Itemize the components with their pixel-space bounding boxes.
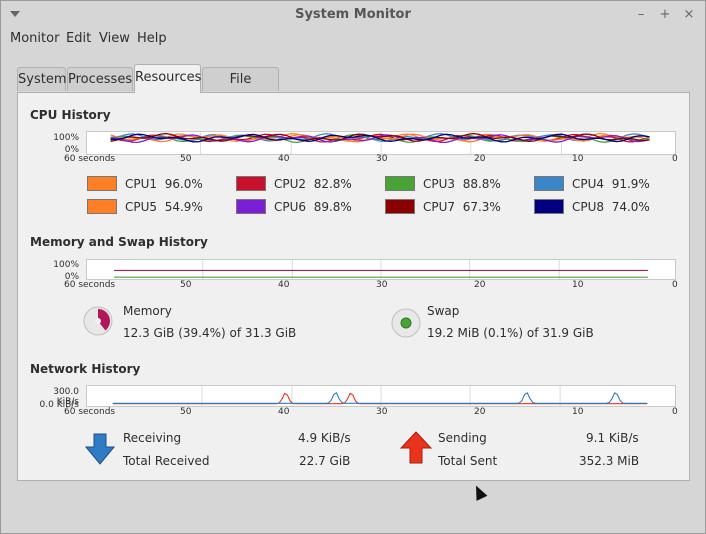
sending-value: 9.1 KiB/s — [586, 431, 639, 445]
menu-bar: Monitor Edit View Help — [1, 29, 705, 51]
memory-x-label-30: 30 — [376, 280, 388, 290]
network-history-graph — [86, 385, 676, 407]
network-x-label-60: 60 seconds — [64, 407, 116, 417]
memory-x-label-20: 20 — [474, 280, 486, 290]
cpu-series-line — [110, 133, 650, 143]
cpu3-color-swatch[interactable] — [385, 176, 415, 191]
total-received-label: Total Received — [123, 454, 210, 468]
memory-label: Memory — [123, 304, 172, 318]
cpu-x-label-40: 40 — [278, 154, 290, 164]
cpu-x-label-60: 60 seconds — [64, 154, 116, 164]
tab-resources[interactable]: Resources — [134, 64, 201, 93]
memory-x-label-10: 10 — [572, 280, 584, 290]
resources-panel: CPU History 100% 0% 60 seconds 50 40 30 … — [17, 92, 690, 481]
memory-x-label-50: 50 — [180, 280, 192, 290]
cpu8-label: CPU8 74.0% — [572, 200, 650, 214]
menu-monitor[interactable]: Monitor — [10, 31, 60, 46]
network-history-title: Network History — [30, 362, 141, 376]
menu-edit[interactable]: Edit — [66, 31, 92, 46]
cpu4-color-swatch[interactable] — [534, 176, 564, 191]
cpu-x-label-0: 0 — [672, 154, 678, 164]
swap-pie-icon[interactable] — [391, 308, 421, 338]
memory-x-label-40: 40 — [278, 280, 290, 290]
memory-swap-history-title: Memory and Swap History — [30, 235, 208, 249]
cpu-x-label-30: 30 — [376, 154, 388, 164]
swap-value: 19.2 MiB (0.1%) of 31.9 GiB — [427, 326, 594, 340]
memory-history-graph — [86, 259, 676, 280]
network-x-label-20: 20 — [474, 407, 486, 417]
cpu5-color-swatch[interactable] — [87, 199, 117, 214]
receiving-series-line — [112, 392, 648, 404]
sending-label: Sending — [438, 431, 487, 445]
network-y-top-label: 300.0 KiB/s — [53, 387, 79, 407]
cpu2-color-swatch[interactable] — [236, 176, 266, 191]
cpu6-label: CPU6 89.8% — [274, 200, 352, 214]
network-x-label-50: 50 — [180, 407, 192, 417]
memory-pie-icon[interactable] — [83, 306, 113, 336]
memory-x-label-0: 0 — [672, 280, 678, 290]
cpu-x-label-50: 50 — [180, 154, 192, 164]
mouse-cursor-icon — [470, 483, 488, 501]
cpu8-color-swatch[interactable] — [534, 199, 564, 214]
network-x-label-40: 40 — [278, 407, 290, 417]
close-button[interactable]: × — [683, 7, 695, 22]
cpu-history-title: CPU History — [30, 108, 111, 122]
title-bar[interactable]: System Monitor – + × — [1, 1, 705, 29]
tab-system[interactable]: System — [17, 67, 66, 91]
total-received-value: 22.7 GiB — [299, 454, 351, 468]
tab-processes[interactable]: Processes — [67, 67, 133, 91]
menu-help[interactable]: Help — [137, 31, 167, 46]
maximize-button[interactable]: + — [659, 7, 671, 22]
cpu2-label: CPU2 82.8% — [274, 177, 352, 191]
memory-value: 12.3 GiB (39.4%) of 31.3 GiB — [123, 326, 297, 340]
cpu-series-line — [110, 134, 650, 144]
memory-y-top-label: 100% — [53, 260, 79, 270]
cpu5-label: CPU5 54.9% — [125, 200, 203, 214]
tab-file-systems[interactable]: File Systems — [202, 67, 279, 111]
memory-x-label-60: 60 seconds — [64, 280, 116, 290]
cpu-y-top-label: 100% — [53, 133, 79, 143]
total-sent-label: Total Sent — [438, 454, 498, 468]
network-y-bottom-label: 0.0 KiB/s — [39, 400, 79, 410]
minimize-button[interactable]: – — [637, 7, 645, 22]
cpu3-label: CPU3 88.8% — [423, 177, 501, 191]
cpu1-label: CPU1 96.0% — [125, 177, 203, 191]
cpu7-label: CPU7 67.3% — [423, 200, 501, 214]
cpu-history-graph — [86, 131, 676, 155]
cpu7-color-swatch[interactable] — [385, 199, 415, 214]
total-sent-value: 352.3 MiB — [579, 454, 640, 468]
network-x-label-0: 0 — [672, 407, 678, 417]
menu-view[interactable]: View — [99, 31, 130, 46]
cpu-series-line — [110, 132, 650, 142]
sending-arrow-icon[interactable] — [400, 431, 432, 464]
network-x-label-10: 10 — [572, 407, 584, 417]
cpu6-color-swatch[interactable] — [236, 199, 266, 214]
cpu-y-bottom-label: 0% — [64, 145, 79, 155]
receiving-value: 4.9 KiB/s — [298, 431, 351, 445]
network-x-label-30: 30 — [376, 407, 388, 417]
sending-series-line — [112, 392, 648, 405]
memory-y-bottom-label: 0% — [64, 272, 79, 282]
cpu1-color-swatch[interactable] — [87, 176, 117, 191]
cpu-x-label-10: 10 — [572, 154, 584, 164]
receiving-arrow-icon[interactable] — [85, 433, 115, 465]
receiving-label: Receiving — [123, 431, 182, 445]
cpu4-label: CPU4 91.9% — [572, 177, 650, 191]
cpu-x-label-20: 20 — [474, 154, 486, 164]
swap-label: Swap — [427, 304, 460, 318]
window-menu-icon[interactable] — [10, 11, 20, 17]
window-title: System Monitor — [295, 7, 411, 22]
